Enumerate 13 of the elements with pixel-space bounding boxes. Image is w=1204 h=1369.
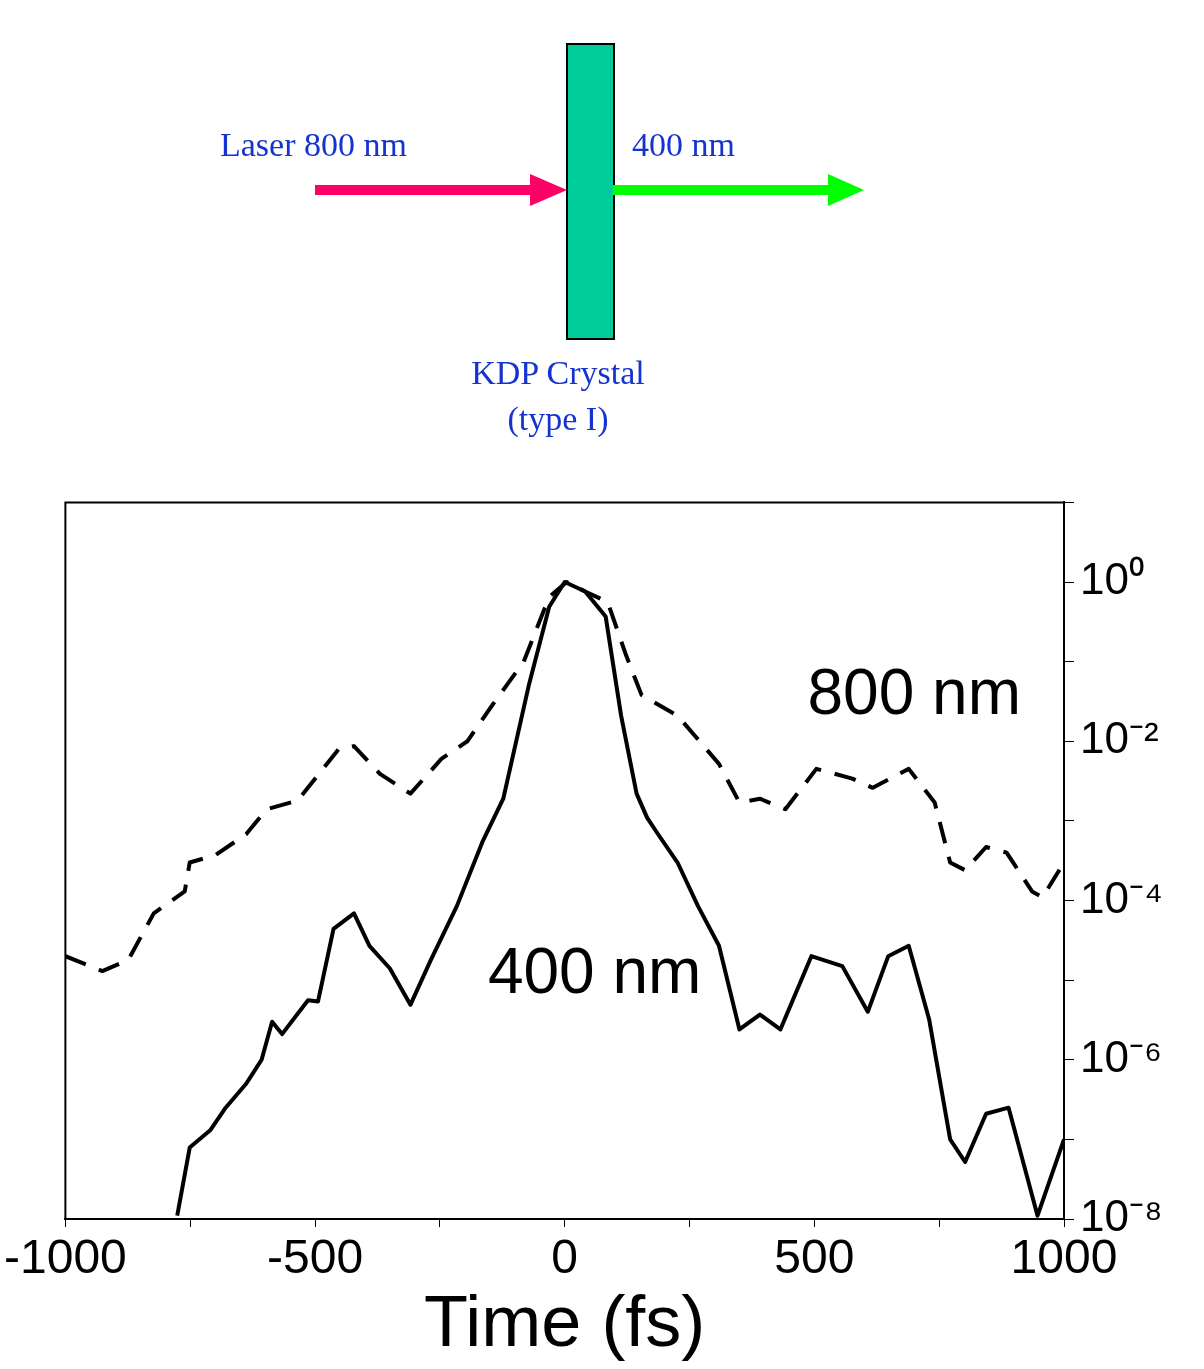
series-label: 800 nm: [807, 655, 1021, 728]
series-label: 400 nm: [487, 935, 702, 1007]
x-tick-label: 500: [774, 1230, 855, 1284]
text: Laser 800 nm: [220, 125, 407, 165]
text: 400 nm: [632, 125, 735, 165]
text: KDP Crystal (type I): [470, 353, 646, 439]
y-tick-label: 10⁰: [1080, 554, 1144, 604]
x-tick-label: -500: [267, 1230, 364, 1284]
y-tick-label: 10⁻⁴: [1080, 872, 1163, 922]
x-tick-label: 1000: [1010, 1230, 1118, 1284]
y-tick-label: 10⁻²: [1080, 713, 1159, 763]
x-tick-label: -1000: [4, 1230, 127, 1284]
y-tick-label: 10⁻⁶: [1080, 1031, 1163, 1081]
